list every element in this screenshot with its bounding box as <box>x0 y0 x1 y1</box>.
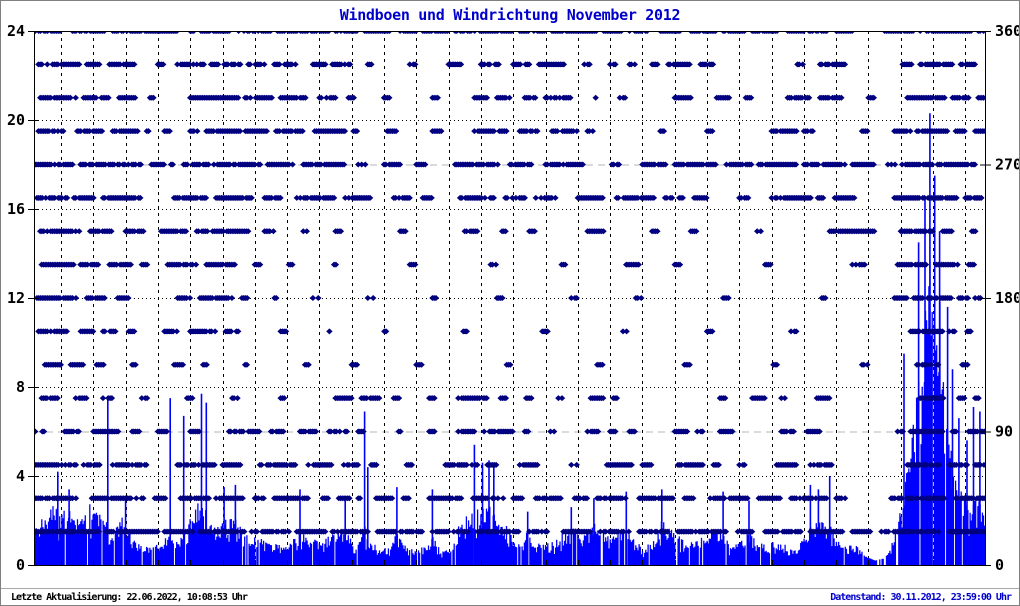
y-left-tick-labels: 0 4 8 12 16 20 24 <box>7 22 25 574</box>
footer-divider <box>1 588 1019 589</box>
svg-text:90: 90 <box>995 423 1013 441</box>
last-update-text: Letzte Aktualisierung: 22.06.2022, 10:08… <box>11 592 248 603</box>
chart-title: Windboen und Windrichtung November 2012 <box>339 6 681 24</box>
svg-text:16: 16 <box>7 200 25 218</box>
svg-text:8: 8 <box>16 378 25 396</box>
svg-text:0: 0 <box>16 556 25 574</box>
data-status-text: Datenstand: 30.11.2012, 23:59:00 Uhr <box>830 592 1012 603</box>
svg-text:270: 270 <box>995 156 1020 174</box>
chart-canvas: 0481216202409018027036002030405060708091… <box>7 22 1020 589</box>
svg-text:180: 180 <box>995 289 1020 307</box>
svg-text:24: 24 <box>7 22 25 40</box>
svg-text:0: 0 <box>995 556 1004 574</box>
svg-text:360: 360 <box>995 22 1020 40</box>
axis-ticks <box>28 31 991 566</box>
svg-text:20: 20 <box>7 111 25 129</box>
y-right-tick-labels: 0 90 180 270 360 <box>995 22 1020 574</box>
direction-dots-series <box>34 31 985 535</box>
svg-text:12: 12 <box>7 289 25 307</box>
svg-text:4: 4 <box>16 467 25 485</box>
gust-bars-series <box>34 261 985 565</box>
